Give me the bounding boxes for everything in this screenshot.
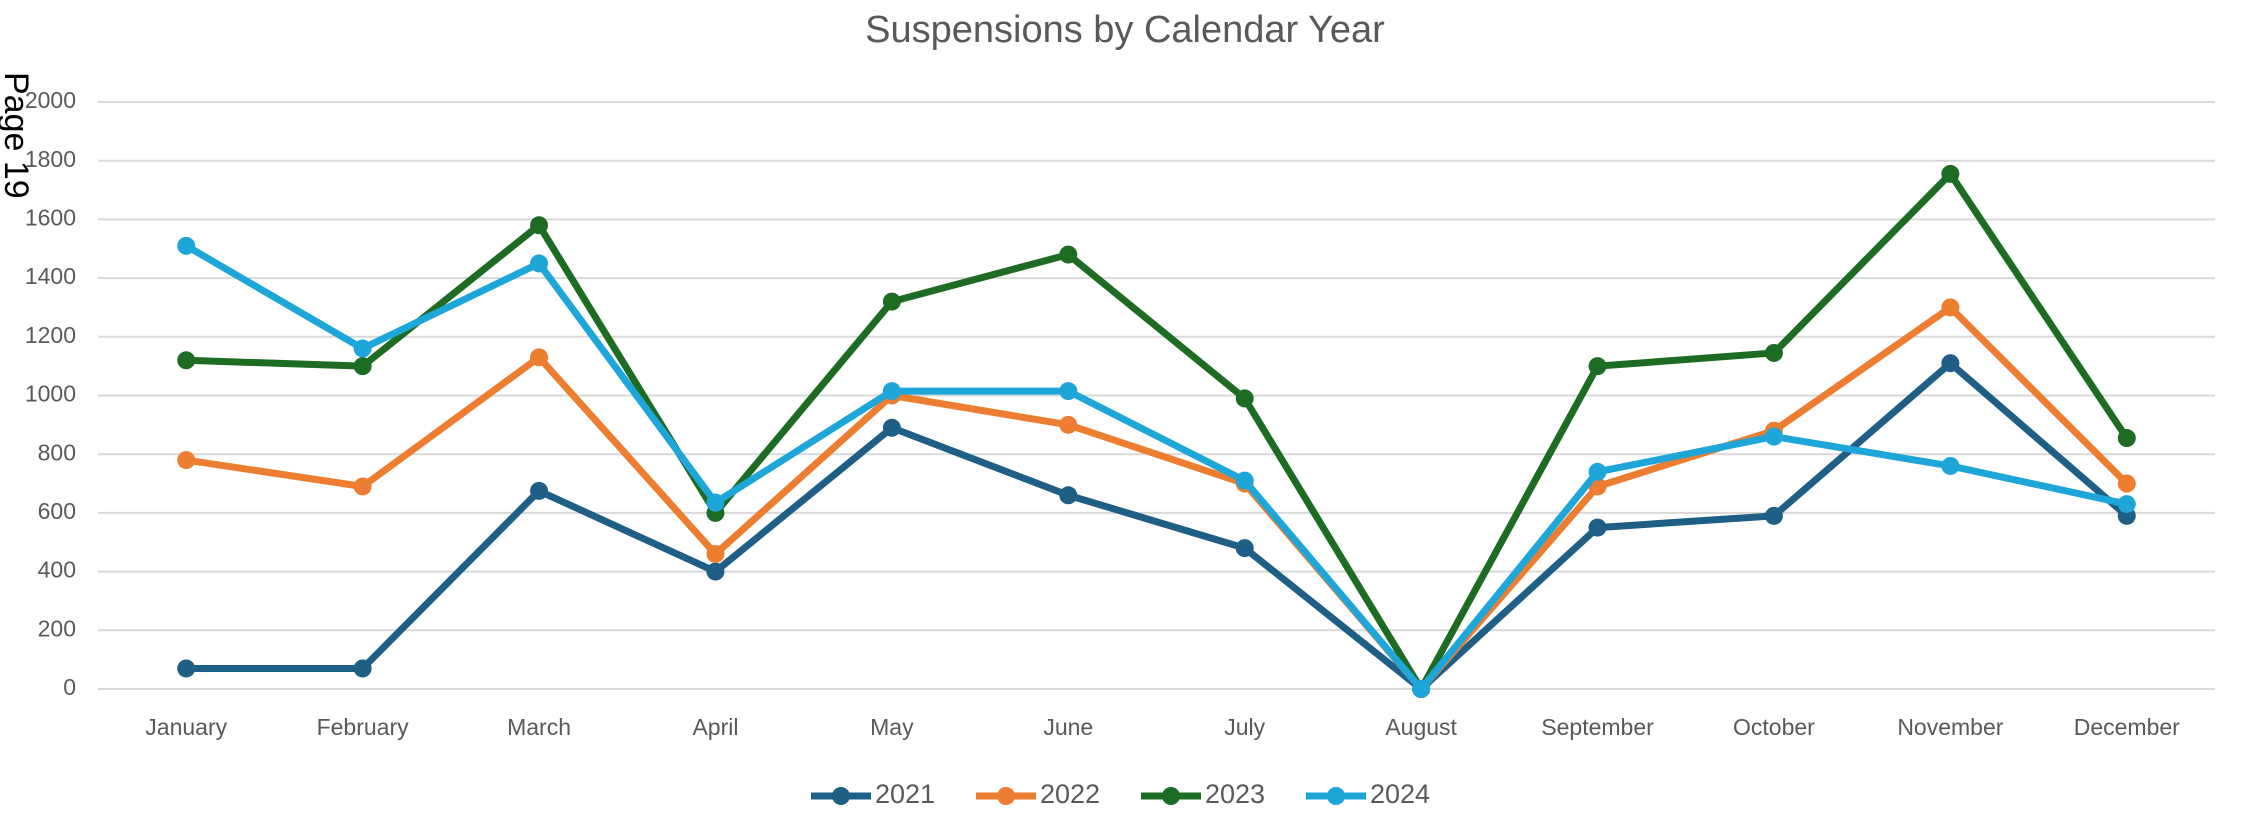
point [1235,539,1254,558]
point [1941,164,1960,183]
x-tick-label: July [1224,714,1265,740]
point [1941,354,1960,373]
point [706,562,725,581]
point [177,659,196,678]
point [2117,429,2136,448]
series-line [184,242,2128,693]
x-tick-label: April [692,714,738,740]
point [1764,506,1783,525]
x-tick-label: November [1897,714,2003,740]
point [1588,518,1607,537]
y-tick-label: 400 [38,557,76,583]
point [1235,471,1254,490]
point [353,477,372,496]
point [530,481,549,500]
x-tick-label: September [1541,714,1654,740]
legend-label: 2021 [875,779,935,809]
point [530,348,549,367]
point [1588,357,1607,376]
legend-marker [1327,787,1345,805]
page-label: Page 19 [0,72,35,199]
y-tick-label: 2000 [25,87,76,113]
point [1588,462,1607,481]
x-tick-label: June [1043,714,1093,740]
legend-label: 2022 [1040,779,1100,809]
x-tick-label: May [870,714,914,740]
y-tick-label: 0 [63,674,76,700]
y-tick-label: 1000 [25,381,76,407]
point [1764,343,1783,362]
legend-marker [1162,787,1180,805]
point [706,544,725,563]
x-tick-label: February [317,714,410,740]
y-tick-label: 1800 [25,146,76,172]
legend-label: 2023 [1205,779,1265,809]
point [1059,382,1078,401]
chart-title: Suspensions by Calendar Year [865,9,1385,51]
point [353,339,372,358]
point [1941,298,1960,317]
y-tick-label: 200 [38,615,76,641]
x-tick-label: January [145,714,227,740]
point [177,351,196,370]
x-tick-label: December [2074,714,2180,740]
point [2117,474,2136,493]
point [177,236,196,255]
point [353,659,372,678]
point [882,382,901,401]
y-tick-label: 1200 [25,322,76,348]
point [1764,427,1783,446]
series-line [186,170,2130,693]
x-tick-label: August [1385,714,1457,740]
point [530,254,549,273]
y-tick-label: 800 [38,439,76,465]
point [1059,486,1078,505]
legend-marker [832,787,850,805]
point [882,418,901,437]
y-tick-label: 1600 [25,204,76,230]
point [353,357,372,376]
series-line [185,303,2130,693]
point [1059,245,1078,264]
legend-label: 2024 [1370,779,1430,809]
x-tick-label: October [1733,714,1815,740]
y-tick-label: 1400 [25,263,76,289]
series-line [186,359,2130,693]
point [1235,389,1254,408]
point [1941,456,1960,475]
point [1059,415,1078,434]
x-tick-label: March [507,714,571,740]
point [177,451,196,470]
page-label-group: Page 19 [0,72,35,199]
point [706,493,725,512]
point [882,292,901,311]
legend-marker [997,787,1015,805]
point [2117,495,2136,514]
y-tick-label: 600 [38,498,76,524]
point [530,216,549,235]
point [1412,680,1431,698]
